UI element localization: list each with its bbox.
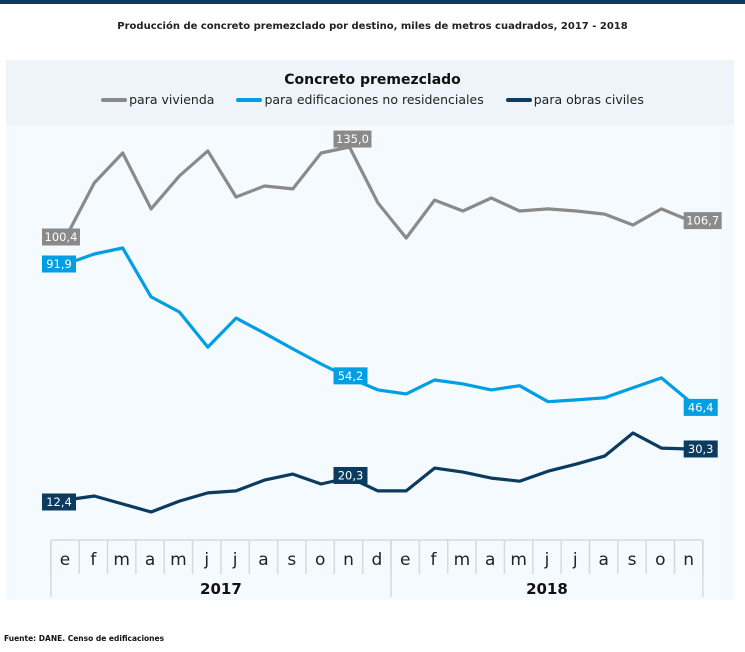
data-label-text: 54,2 xyxy=(338,369,364,383)
chart-title: Concreto premezclado xyxy=(284,72,461,88)
x-tick-label: s xyxy=(287,550,296,570)
data-label-text: 46,4 xyxy=(688,400,714,414)
x-tick-label: d xyxy=(371,550,382,570)
data-label: 106,7 xyxy=(683,212,722,230)
x-tick-label: j xyxy=(232,550,238,570)
series-line-2 xyxy=(64,431,692,514)
data-label-text: 30,3 xyxy=(688,442,714,456)
chart-panel xyxy=(6,60,734,600)
x-tick-label: n xyxy=(683,550,694,570)
data-label-box xyxy=(683,440,718,458)
legend-item-no-residenciales: para edificaciones no residenciales xyxy=(236,92,484,107)
data-label-box xyxy=(683,212,722,230)
data-label-box xyxy=(333,130,372,148)
year-label: 2018 xyxy=(526,580,568,598)
data-label: 46,4 xyxy=(683,398,718,416)
legend-swatch xyxy=(505,97,532,102)
x-tick-label: m xyxy=(113,550,130,570)
data-label: 100,4 xyxy=(42,228,80,246)
data-label-box xyxy=(42,493,76,511)
data-label: 12,4 xyxy=(42,493,76,511)
series-line-0 xyxy=(64,145,692,240)
x-tick-label: m xyxy=(510,550,527,570)
series-line-1 xyxy=(64,246,692,404)
data-label-text: 106,7 xyxy=(686,214,719,228)
chart-header-band xyxy=(6,60,734,125)
data-label-box xyxy=(42,255,76,273)
data-label-text: 12,4 xyxy=(46,495,72,509)
data-label: 54,2 xyxy=(333,367,368,385)
data-label-box xyxy=(683,398,718,416)
data-label-box xyxy=(42,228,80,246)
data-label-box xyxy=(333,466,368,484)
x-tick-label: m xyxy=(454,550,471,570)
x-tick-label: n xyxy=(343,550,354,570)
legend-label: para vivienda xyxy=(129,92,215,107)
legend-label: para edificaciones no residenciales xyxy=(264,92,484,107)
x-tick-label: j xyxy=(203,550,209,570)
x-tick-label: f xyxy=(90,550,97,570)
year-label: 2017 xyxy=(200,580,242,598)
top-accent-bar xyxy=(0,0,745,4)
x-tick-label: o xyxy=(655,550,665,570)
legend-label: para obras civiles xyxy=(533,92,644,107)
data-label-text: 100,4 xyxy=(45,230,78,244)
x-tick-label: e xyxy=(400,550,410,570)
x-tick-label: a xyxy=(485,550,495,570)
x-tick-label: j xyxy=(572,550,578,570)
data-label-box xyxy=(333,367,368,385)
legend-item-obras-civiles: para obras civiles xyxy=(505,92,644,107)
data-label: 20,3 xyxy=(333,466,368,484)
data-label-text: 135,0 xyxy=(336,132,369,146)
x-tick-label: s xyxy=(628,550,637,570)
data-label-text: 20,3 xyxy=(338,468,364,482)
legend-swatch xyxy=(101,97,128,102)
x-tick-label: e xyxy=(60,550,70,570)
x-tick-label: a xyxy=(258,550,268,570)
x-tick-label: a xyxy=(145,550,155,570)
legend-item-vivienda: para vivienda xyxy=(101,92,214,107)
data-label: 135,0 xyxy=(333,130,372,148)
x-tick-label: j xyxy=(544,550,550,570)
legend-swatch xyxy=(236,97,263,102)
x-tick-label: a xyxy=(598,550,608,570)
page-title: Producción de concreto premezclado por d… xyxy=(117,21,628,32)
x-tick-label: m xyxy=(170,550,187,570)
legend: para vivienda para edificaciones no resi… xyxy=(0,92,745,107)
data-label: 30,3 xyxy=(683,440,718,458)
source-note: Fuente: DANE. Censo de edificaciones xyxy=(4,634,165,643)
data-label: 91,9 xyxy=(42,255,76,273)
data-label-text: 91,9 xyxy=(46,257,72,271)
x-tick-label: f xyxy=(431,550,438,570)
x-tick-label: o xyxy=(315,550,325,570)
